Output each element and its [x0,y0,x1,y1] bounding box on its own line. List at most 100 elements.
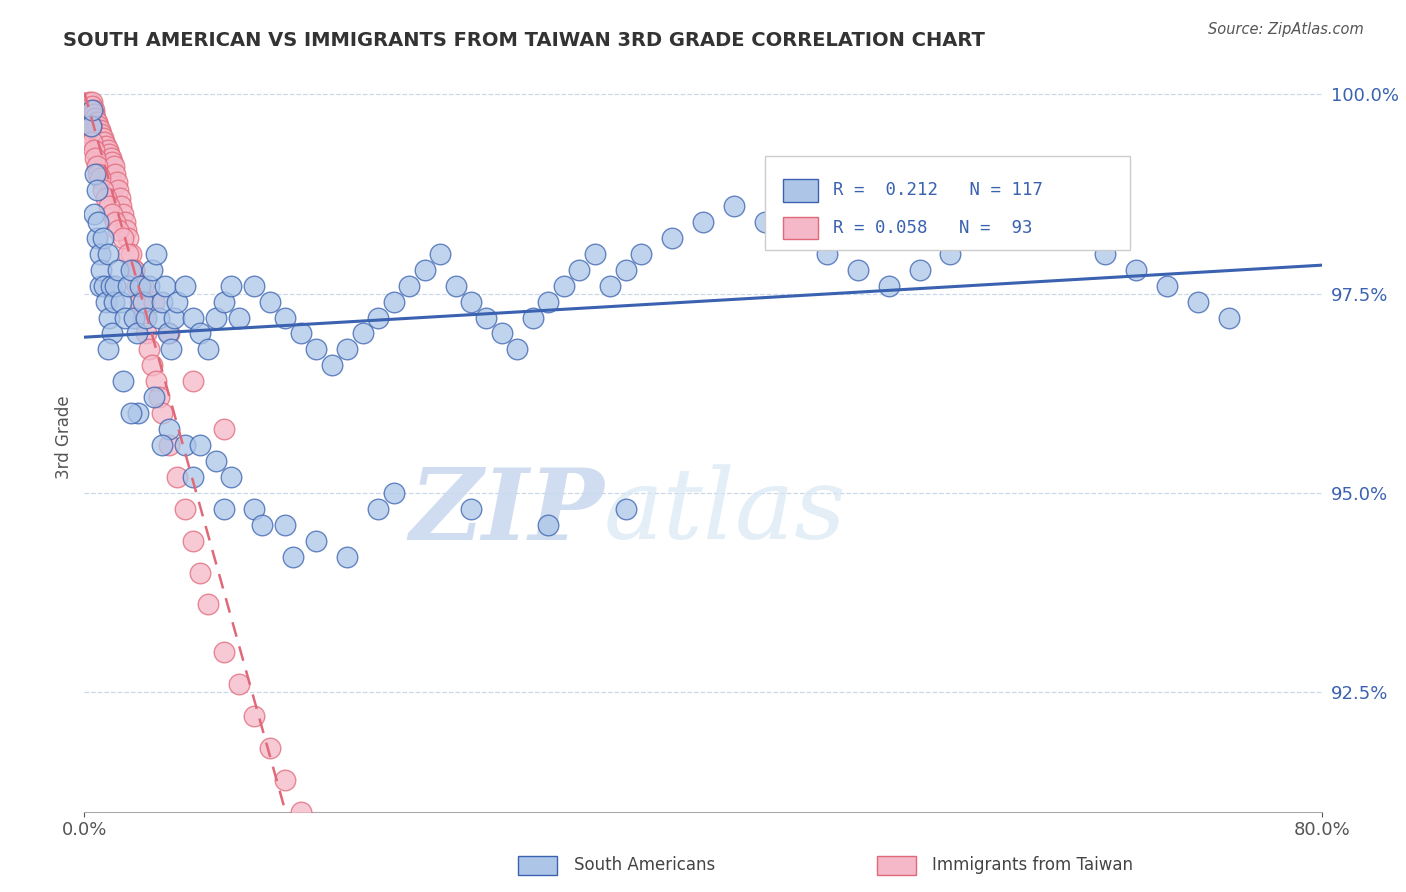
Point [107,183,129,197]
Point [77,95,100,110]
Point [79,112,101,126]
Point [1094,246,1116,260]
Point [125,278,148,293]
Text: Immigrants from Taiwan: Immigrants from Taiwan [932,856,1133,874]
Point [274,517,297,532]
Point [93,278,115,293]
Point [89,123,111,137]
Point [86,143,108,157]
Point [475,310,498,325]
Point [143,294,166,309]
Point [103,179,125,194]
Point [82,103,104,118]
Point [205,454,228,468]
Point [108,191,131,205]
Text: South Americans: South Americans [574,856,714,874]
Point [79,119,101,133]
Point [723,199,745,213]
Point [138,343,160,357]
Point [100,278,122,293]
Point [243,709,266,723]
Point [96,246,118,260]
Point [160,343,183,357]
Point [105,175,128,189]
Point [93,135,115,149]
Point [522,310,544,325]
Bar [517,856,558,874]
Point [98,147,121,161]
Point [274,310,297,325]
Text: R = 0.058   N =  93: R = 0.058 N = 93 [832,219,1032,237]
Point [506,343,529,357]
Point [127,406,149,420]
Point [89,171,111,186]
Point [143,390,166,404]
Point [537,517,560,532]
Point [96,143,118,157]
Point [382,294,405,309]
Y-axis label: 3rd Grade: 3rd Grade [55,395,73,479]
Point [83,143,105,157]
Point [188,566,211,580]
Point [82,95,104,110]
Point [212,501,235,516]
Point [148,310,170,325]
Point [219,278,242,293]
Point [84,119,107,133]
Bar [877,856,917,874]
Point [91,131,114,145]
Point [110,294,132,309]
Point [91,143,114,157]
Point [91,231,114,245]
Point [754,215,776,229]
Bar [783,179,818,202]
Point [970,231,993,245]
Point [553,278,575,293]
Point [205,310,228,325]
Point [692,215,714,229]
Point [132,278,155,293]
Point [163,310,186,325]
Point [630,246,652,260]
Point [336,343,359,357]
Point [181,533,204,548]
Point [197,343,219,357]
Point [122,262,145,277]
Point [94,191,117,205]
Point [91,167,114,181]
Point [1063,183,1085,197]
Point [141,262,163,277]
Point [103,294,125,309]
Point [100,171,122,186]
Point [110,199,132,213]
Point [107,262,129,277]
Point [614,262,637,277]
Point [84,135,107,149]
Point [83,127,105,141]
Point [1187,294,1209,309]
Point [174,501,197,516]
Point [114,215,136,229]
Point [156,326,179,341]
Point [1001,215,1024,229]
Point [94,159,117,173]
Point [444,278,467,293]
Point [138,278,160,293]
Point [120,246,142,260]
Point [129,294,152,309]
Point [1078,231,1101,245]
Point [83,207,105,221]
Point [159,326,180,341]
Point [114,310,136,325]
Point [82,135,104,149]
Point [259,741,281,756]
Point [87,151,110,165]
Point [96,163,118,178]
Point [101,326,124,341]
Point [129,278,152,293]
Point [877,278,900,293]
Point [583,246,606,260]
Point [107,223,129,237]
Point [94,139,117,153]
Point [112,231,135,245]
